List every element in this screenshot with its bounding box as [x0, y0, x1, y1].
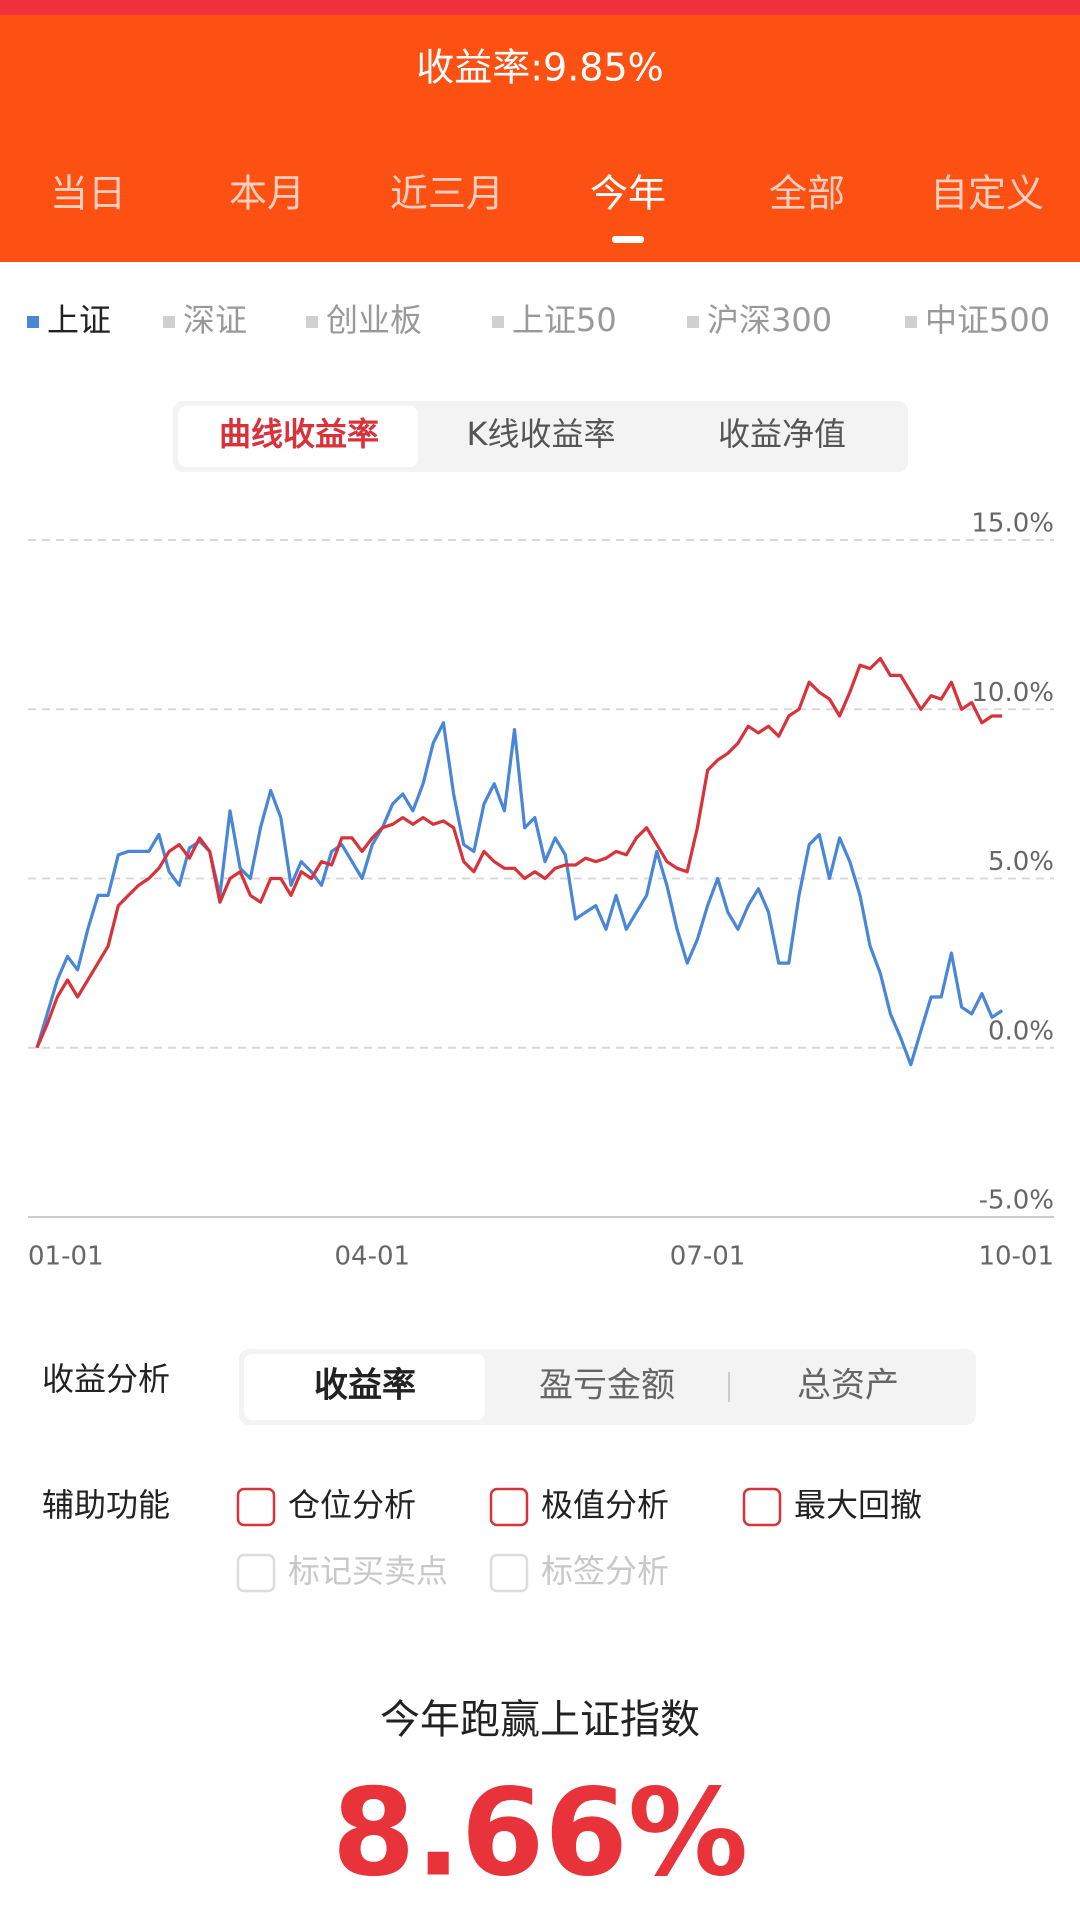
aux-option[interactable]: 仓位分析 [288, 1486, 416, 1524]
x-tick-label: 07-01 [670, 1242, 746, 1272]
y-tick-label: 10.0% [971, 678, 1054, 708]
chart-mode[interactable]: K线收益率 [467, 415, 616, 453]
index-tab[interactable]: 中证500 [925, 301, 1050, 339]
checkbox[interactable] [742, 1487, 782, 1527]
summary-value: 8.66% [332, 1765, 748, 1904]
analysis-active-bg [244, 1354, 485, 1420]
chart-mode[interactable]: 收益净值 [718, 415, 846, 453]
header-bg [0, 0, 1080, 262]
index-tab[interactable]: 沪深300 [707, 301, 832, 339]
summary-title: 今年跑赢上证指数 [380, 1697, 700, 1743]
index-tab[interactable]: 上证50 [512, 301, 617, 339]
aux-option[interactable]: 最大回撤 [794, 1486, 922, 1524]
period-tab[interactable]: 今年 [590, 172, 666, 216]
period-tab[interactable]: 自定义 [930, 172, 1044, 216]
index-marker [492, 316, 504, 328]
index-tab[interactable]: 深证 [183, 301, 247, 339]
mode-active-bg [178, 406, 418, 467]
header-title: 收益率:9.85% [416, 46, 664, 90]
chart-mode[interactable]: 曲线收益率 [219, 415, 379, 453]
period-tab[interactable]: 全部 [769, 172, 845, 216]
analysis-option[interactable]: 盈亏金额 [539, 1366, 675, 1406]
period-tab[interactable]: 当日 [50, 172, 126, 216]
index-tab[interactable]: 创业板 [326, 301, 422, 339]
index-marker [27, 316, 39, 328]
y-tick-label: -5.0% [979, 1186, 1054, 1216]
index-marker [306, 316, 318, 328]
index-marker [163, 316, 175, 328]
aux-option[interactable]: 极值分析 [541, 1486, 669, 1524]
checkbox[interactable] [236, 1487, 276, 1527]
aux-label: 辅助功能 [42, 1486, 170, 1524]
period-tab[interactable]: 本月 [229, 172, 305, 216]
checkbox-disabled [236, 1553, 276, 1593]
line-series [35, 656, 1003, 1049]
analysis-label: 收益分析 [42, 1360, 170, 1398]
index-marker [905, 316, 917, 328]
x-tick-label: 10-01 [978, 1242, 1054, 1272]
analysis-option[interactable]: 收益率 [314, 1366, 416, 1406]
aux-disabled-option: 标签分析 [541, 1552, 669, 1590]
status-strip [0, 0, 1080, 15]
x-tick-label: 04-01 [334, 1242, 410, 1272]
checkbox-disabled [489, 1553, 529, 1593]
index-marker [687, 316, 699, 328]
y-tick-label: 15.0% [971, 509, 1054, 539]
y-tick-label: 0.0% [988, 1016, 1054, 1046]
index-tab[interactable]: 上证 [47, 301, 111, 339]
aux-disabled-option: 标记买卖点 [288, 1552, 448, 1590]
x-tick-label: 01-01 [28, 1242, 104, 1272]
checkbox[interactable] [489, 1487, 529, 1527]
analysis-option[interactable]: 总资产 [797, 1366, 899, 1406]
tab-underline [612, 236, 644, 243]
y-tick-label: 5.0% [988, 847, 1054, 877]
period-tab[interactable]: 近三月 [390, 172, 504, 216]
line-series [35, 721, 1004, 1067]
